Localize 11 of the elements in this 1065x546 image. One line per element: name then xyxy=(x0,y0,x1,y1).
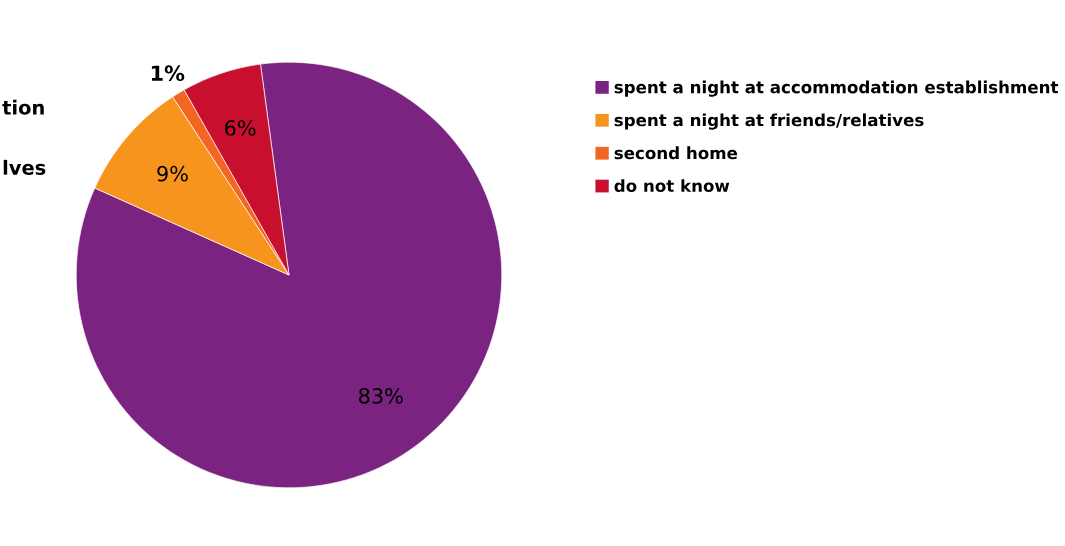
pie-slice xyxy=(75,61,503,489)
data-label: 83% xyxy=(359,387,403,404)
text: lves xyxy=(3,159,46,175)
data-label: 1% xyxy=(151,65,185,82)
legend-label: do not know xyxy=(614,179,730,193)
legend-label: second home xyxy=(614,146,738,160)
text: tion xyxy=(2,99,44,115)
data-label: 6% xyxy=(225,120,256,136)
legend-label: spent a night at accommodation establishment xyxy=(614,80,1059,97)
legend-label: spent a night at friends/relatives xyxy=(614,113,924,130)
data-label: 9% xyxy=(157,165,188,182)
